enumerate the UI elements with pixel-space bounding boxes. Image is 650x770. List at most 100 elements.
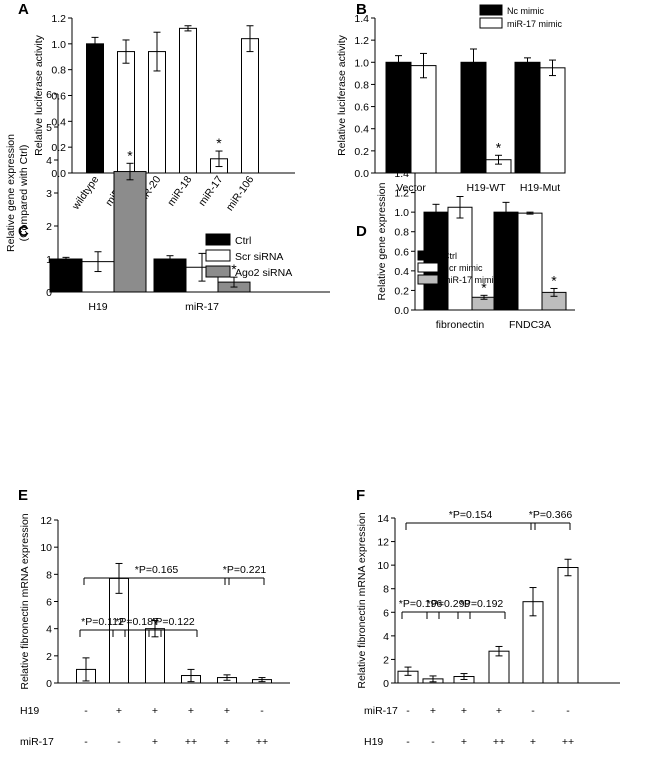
y-tick-label-E: 4 [46, 624, 52, 636]
y-tick-label-F: 0 [383, 678, 389, 690]
y-axis-label-F: Relative fibronectin mRNA expression [356, 512, 368, 688]
condition-row-label-E: miR-17 [20, 736, 54, 748]
y-tick-label-A: 0.8 [51, 65, 66, 77]
bar-B-nc-mimic-0-bar [385, 61, 412, 174]
legend-label-C: Ctrl [235, 235, 251, 247]
x-tick-label-A: miR-17 [196, 174, 225, 209]
y-tick-label-E: 2 [46, 651, 52, 663]
y-tick-label-B: 1.2 [354, 35, 369, 47]
panel-label-C: C [18, 223, 29, 240]
legend-label-B: Nc mimic [507, 6, 544, 16]
y-tick-label-C: 5 [46, 122, 52, 134]
x-tick-label-C: miR-17 [185, 301, 219, 313]
panel-label-B: B [356, 1, 367, 18]
condition-row-label-F: miR-17 [364, 705, 398, 717]
p-value-F: *P=0.366 [529, 509, 573, 521]
bar-C-1-significance: * [231, 261, 237, 277]
condition-sign-F: ++ [562, 736, 574, 748]
y-axis-label2-C: (Compared with Ctrl) [18, 145, 30, 242]
legend-label-C: Ago2 siRNA [235, 267, 292, 279]
y-tick-label-B: 0.4 [354, 124, 369, 136]
y-tick-label-F: 12 [377, 537, 389, 549]
p-value-E: *P=0.165 [135, 564, 179, 576]
y-tick-label-F: 14 [377, 513, 389, 525]
y-tick-label-B: 0.0 [354, 168, 369, 180]
legend-swatch-B [479, 4, 503, 16]
legend-label-C: Scr siRNA [235, 251, 283, 263]
y-tick-label-B: 0.6 [354, 102, 369, 114]
y-tick-label-F: 4 [383, 631, 389, 643]
condition-sign-F: - [566, 705, 570, 717]
y-tick-label-A: 0.4 [51, 116, 66, 128]
condition-sign-E: + [152, 705, 158, 717]
p-value-F: *P=0.299 [427, 598, 471, 610]
y-tick-label-D: 0.6 [394, 246, 409, 258]
bar-A-4-significance: * [216, 135, 222, 151]
y-tick-label-C: 0 [46, 287, 52, 299]
condition-sign-F: - [431, 736, 435, 748]
bar-B-mir-17-mimic-2-bar [539, 67, 566, 174]
p-value-F: *P=0.196 [399, 598, 443, 610]
x-tick-label-B: H19-Mut [520, 182, 560, 194]
panel-label-F: F [356, 487, 365, 504]
x-tick-label-B: Vector [396, 182, 426, 194]
y-tick-label-A: 0.0 [51, 168, 66, 180]
condition-sign-E: - [84, 736, 88, 748]
condition-sign-E: ++ [256, 736, 268, 748]
bar-D-scr-mimic-1-bar [517, 212, 543, 311]
panel-label-A: A [18, 1, 29, 18]
p-value-E: *P=0.221 [223, 564, 267, 576]
condition-sign-E: + [224, 705, 230, 717]
legend-label-B: miR-17 mimic [507, 19, 562, 29]
x-tick-label-C: H19 [88, 301, 107, 313]
condition-sign-F: ++ [493, 736, 505, 748]
y-tick-label-E: 12 [40, 515, 52, 527]
bar-A-5-bar [241, 38, 259, 174]
condition-row-label-F: H19 [364, 736, 383, 748]
y-axis-label-E: Relative fibronectin mRNA expression [19, 513, 31, 689]
bar-C-ago2-sirna-0-bar [113, 171, 147, 293]
bar-A-3-bar [179, 27, 197, 174]
legend-swatch-C [205, 265, 231, 278]
condition-sign-E: - [117, 736, 121, 748]
y-tick-label-D: 0.8 [394, 227, 409, 239]
y-tick-label-A: 1.2 [51, 13, 66, 25]
p-value-E: *P=0.112 [81, 616, 124, 628]
y-tick-label-F: 10 [377, 560, 389, 572]
condition-sign-F: + [461, 705, 467, 717]
condition-sign-E: + [152, 736, 158, 748]
legend-label-D: Ctrl [443, 251, 457, 261]
x-tick-label-D: fibronectin [436, 319, 485, 331]
legend-label-D: Scr mimic [443, 263, 483, 273]
x-tick-label-B: H19-WT [466, 182, 506, 194]
bar-D-ctrl-1-bar [493, 211, 519, 311]
p-value-E: *P=0.122 [151, 616, 195, 628]
y-axis-label-C: Relative gene expression [5, 134, 17, 252]
y-tick-label-E: 8 [46, 569, 52, 581]
y-tick-label-E: 6 [46, 597, 52, 609]
condition-sign-E: + [116, 705, 122, 717]
legend-swatch-B [479, 17, 503, 29]
p-value-F: *P=0.192 [460, 598, 504, 610]
x-tick-label-A: wildtype [69, 174, 101, 213]
y-tick-label-F: 8 [383, 584, 389, 596]
y-tick-label-A: 0.6 [51, 91, 66, 103]
bar-D-scr-mimic-0-bar [447, 206, 473, 311]
y-tick-label-D: 1.0 [394, 207, 409, 219]
panel-label-E: E [18, 487, 28, 504]
condition-row-label-E: H19 [20, 705, 39, 717]
bar-A-0-bar [86, 43, 104, 174]
p-value-F: *P=0.154 [449, 509, 493, 521]
y-tick-label-A: 1.0 [51, 39, 66, 51]
condition-sign-F: - [406, 705, 410, 717]
legend-swatch-D [417, 250, 439, 261]
legend-swatch-D [417, 262, 439, 273]
bar-D-0-significance: * [481, 279, 487, 295]
y-tick-label-B: 1.4 [354, 13, 369, 25]
condition-sign-F: - [406, 736, 410, 748]
p-value-E: *P=0.187 [115, 616, 159, 628]
bar-F-5-bar [557, 567, 579, 684]
y-tick-label-D: 0.4 [394, 266, 409, 278]
bar-B-1-significance: * [496, 139, 502, 155]
